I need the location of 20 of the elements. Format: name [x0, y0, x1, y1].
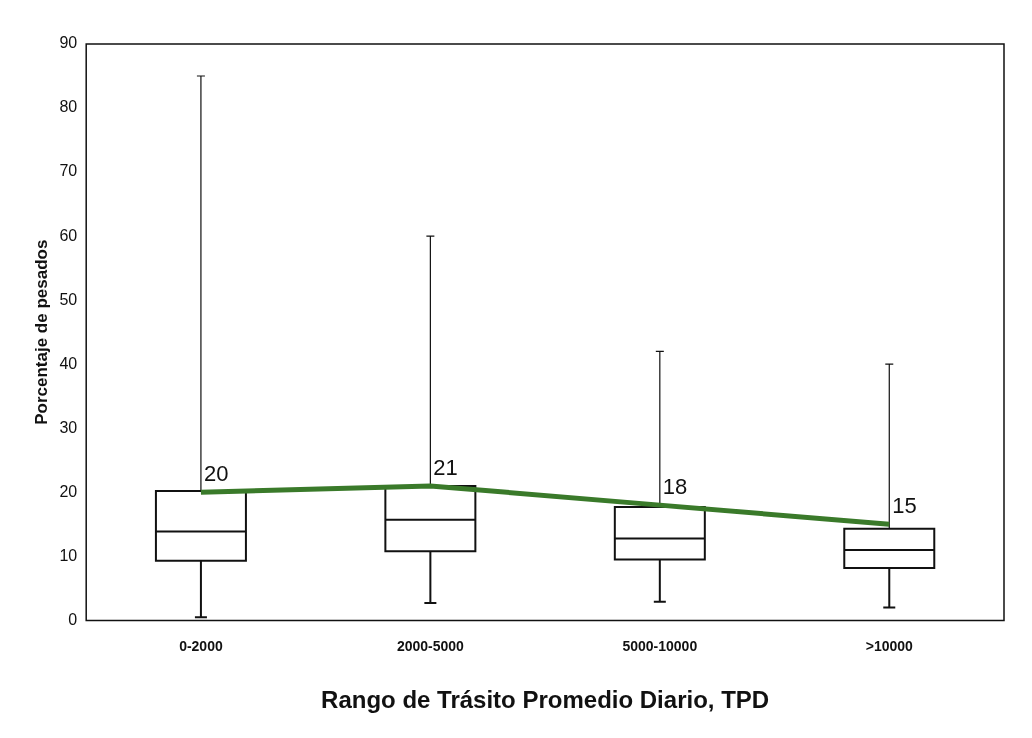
- x-tick-label: 5000-10000: [622, 637, 698, 654]
- y-tick-label: 30: [59, 418, 78, 436]
- y-tick-label: 60: [59, 226, 78, 244]
- x-tick-label: 0-2000: [179, 637, 223, 654]
- y-tick-label: 70: [59, 162, 78, 180]
- x-tick-label: 2000-5000: [396, 637, 465, 654]
- data-label: 21: [433, 454, 458, 480]
- y-axis-title: Porcentaje de pesados: [31, 239, 51, 425]
- data-label: 15: [892, 493, 917, 519]
- y-tick-label: 90: [59, 34, 78, 52]
- y-tick-label: 20: [59, 482, 78, 500]
- data-label: 20: [203, 461, 229, 487]
- y-tick-label: 50: [59, 290, 78, 308]
- data-label: 18: [662, 474, 688, 500]
- y-tick-label: 40: [59, 354, 78, 372]
- y-tick-label: 10: [59, 546, 78, 564]
- x-tick-label: >10000: [865, 637, 914, 654]
- x-axis-title: Rango de Trásito Promedio Diario, TPD: [321, 686, 770, 714]
- y-tick-label: 0: [68, 610, 78, 628]
- y-tick-label: 80: [59, 98, 78, 116]
